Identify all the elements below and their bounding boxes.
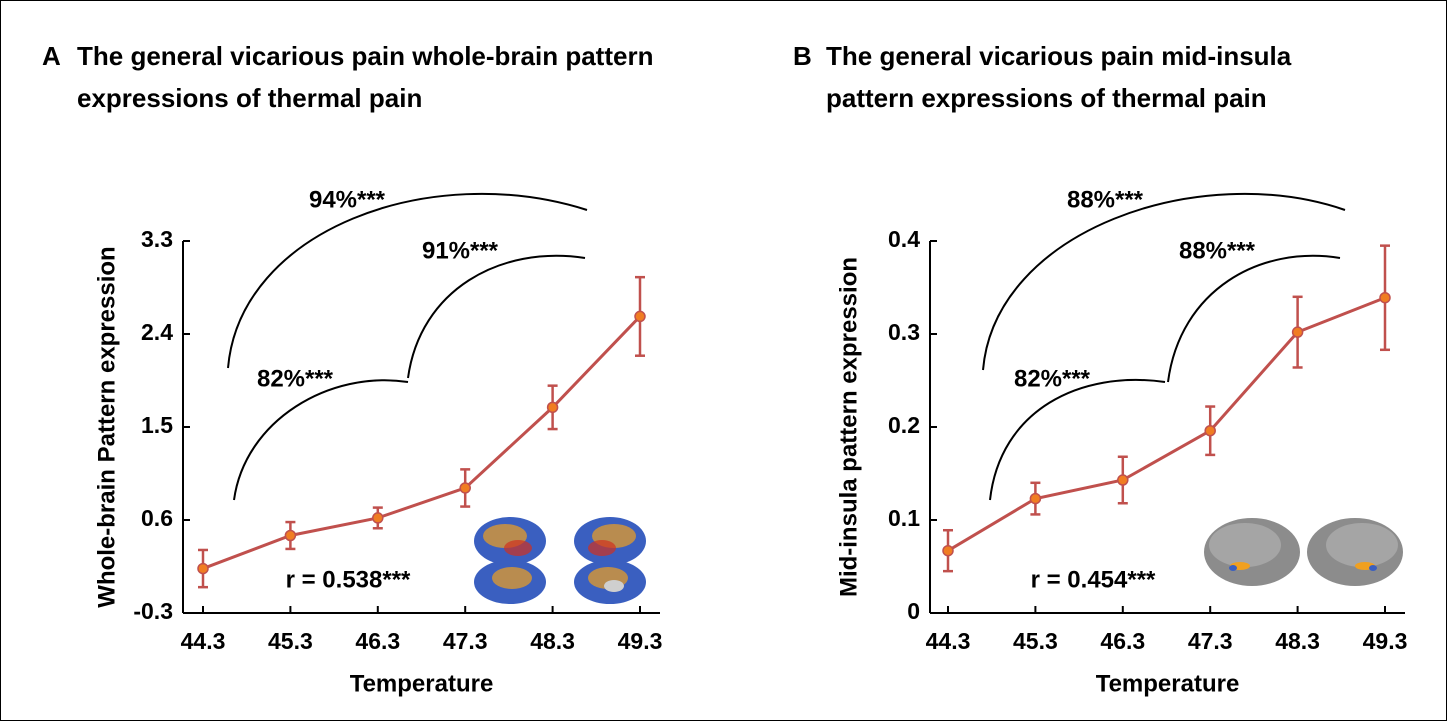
x-tick-label: 45.3 <box>1013 628 1058 654</box>
x-tick-label: 49.3 <box>1363 628 1408 654</box>
y-tick-label: 0.1 <box>888 505 920 531</box>
x-tick-label: 47.3 <box>1188 628 1233 654</box>
data-point <box>285 531 295 541</box>
data-point <box>1205 426 1215 436</box>
data-point <box>1293 327 1303 337</box>
data-point <box>460 483 470 493</box>
x-tick-label: 46.3 <box>1100 628 1145 654</box>
y-tick-label: 0.3 <box>888 319 920 345</box>
y-axis-label: Whole-brain Pattern expression <box>93 246 120 607</box>
data-point <box>373 513 383 523</box>
y-tick-label: 3.3 <box>141 226 173 252</box>
annotation: 94%*** <box>309 186 386 213</box>
panel-label: A <box>42 41 61 71</box>
data-point <box>1030 494 1040 504</box>
data-point <box>548 402 558 412</box>
x-tick-label: 46.3 <box>355 628 400 654</box>
annotation: r = 0.454*** <box>1031 566 1156 593</box>
annotation: 91%*** <box>422 237 499 264</box>
y-tick-label: -0.3 <box>133 598 173 624</box>
panel-title: pattern expressions of thermal pain <box>826 83 1267 113</box>
annotation: 88%*** <box>1179 237 1256 264</box>
panel-label: B <box>793 41 812 71</box>
x-axis-label: Temperature <box>350 670 494 697</box>
x-tick-label: 44.3 <box>181 628 226 654</box>
data-point <box>1118 475 1128 485</box>
x-tick-label: 48.3 <box>530 628 575 654</box>
y-tick-label: 0 <box>907 598 920 624</box>
x-tick-label: 48.3 <box>1275 628 1320 654</box>
y-tick-label: 0.2 <box>888 412 920 438</box>
x-tick-label: 47.3 <box>443 628 488 654</box>
data-point <box>198 564 208 574</box>
y-axis-label: Mid-insula pattern expression <box>835 257 862 597</box>
x-tick-label: 49.3 <box>618 628 663 654</box>
x-axis-label: Temperature <box>1096 670 1240 697</box>
y-tick-label: 2.4 <box>141 319 173 345</box>
figure: A The general vicarious pain whole-brain … <box>0 0 1447 721</box>
annotation: 88%*** <box>1067 186 1144 213</box>
x-tick-label: 44.3 <box>926 628 971 654</box>
annotation: r = 0.538*** <box>286 566 411 593</box>
data-point <box>635 311 645 321</box>
annotation: 82%*** <box>257 365 334 392</box>
annotation: 82%*** <box>1014 365 1091 392</box>
x-tick-label: 45.3 <box>268 628 313 654</box>
panel-title: expressions of thermal pain <box>77 83 422 113</box>
y-tick-label: 0.6 <box>141 505 173 531</box>
panel-title: The general vicarious pain mid-insula <box>826 41 1292 71</box>
y-tick-label: 0.4 <box>888 226 920 252</box>
y-tick-label: 1.5 <box>141 412 173 438</box>
panel-title: The general vicarious pain whole-brain p… <box>77 41 653 71</box>
data-point <box>943 546 953 556</box>
data-point <box>1380 293 1390 303</box>
